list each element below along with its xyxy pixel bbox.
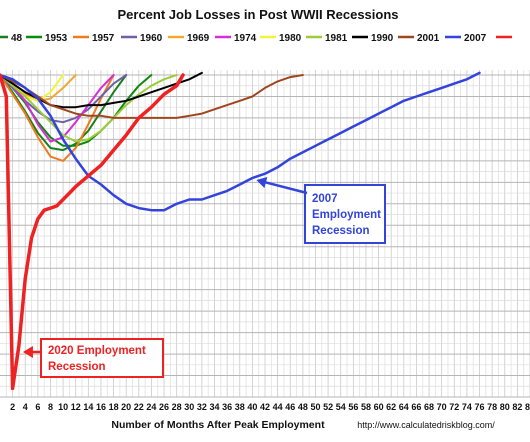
annotation-text-2007: Recession [312, 225, 370, 237]
legend-item: 1953 [26, 33, 68, 44]
legend-label: 1974 [234, 33, 257, 44]
annotation-text-2007: Employment [312, 209, 381, 221]
x-tick-label: 74 [462, 402, 472, 412]
legend-item: 1980 [260, 33, 302, 44]
x-tick-label: 64 [399, 402, 409, 412]
legend-label: 1981 [325, 33, 348, 44]
annotation-box-2007 [304, 184, 386, 244]
x-tick-label: 58 [361, 402, 371, 412]
series-line-2007 [0, 71, 481, 212]
x-tick-label: 34 [210, 402, 220, 412]
series-line-2020 [0, 73, 185, 391]
legend-label: 1980 [279, 33, 302, 44]
x-tick-label: 82 [512, 402, 522, 412]
legend-item: 48 [0, 33, 23, 44]
legend-label: 1969 [187, 33, 210, 44]
x-tick-label: 62 [386, 402, 396, 412]
x-tick-label: 42 [260, 402, 270, 412]
x-tick-label: 80 [500, 402, 510, 412]
x-tick-label: 26 [159, 402, 169, 412]
x-tick-label: 20 [121, 402, 131, 412]
legend-item: 1990 [352, 33, 394, 44]
x-tick-label: 56 [348, 402, 358, 412]
series-line-1957 [0, 74, 115, 162]
legend-label: 2001 [417, 33, 440, 44]
legend-item: 2007 [445, 33, 487, 44]
legend-label: 1960 [140, 33, 163, 44]
x-tick-label: 70 [437, 402, 447, 412]
x-tick-label: 36 [222, 402, 232, 412]
annotation-arrowhead-2020 [22, 346, 33, 358]
legend-label: 48 [11, 33, 23, 44]
annotation-arrow-2007 [264, 180, 308, 195]
x-tick-label: 60 [374, 402, 384, 412]
chart-annotations: 2007 Employment Recession 2020 Employment Re… [22, 177, 386, 378]
annotation-text-2020: Recession [48, 361, 106, 373]
legend-item: 1969 [168, 33, 210, 44]
x-tick-label: 24 [146, 402, 156, 412]
legend-item: 2001 [398, 33, 440, 44]
chart-legend: 48 1953 1957 1960 1969 1974 1980 1981 1990 2001 20… [0, 33, 512, 44]
x-tick-label: 38 [235, 402, 245, 412]
series-line-1981 [0, 74, 178, 143]
x-tick-label: 6 [35, 402, 40, 412]
x-tick-label: 32 [197, 402, 207, 412]
x-tick-label: 50 [310, 402, 320, 412]
legend-label: 1957 [92, 33, 115, 44]
series-line-1974 [0, 74, 115, 143]
x-tick-label: 48 [298, 402, 308, 412]
series-line-2001 [0, 74, 304, 119]
legend-item: 1960 [121, 33, 163, 44]
legend-label: 2007 [464, 33, 487, 44]
x-tick-label: 76 [475, 402, 485, 412]
x-tick-label: 22 [134, 402, 144, 412]
source-credit: http://www.calculatedriskblog.com/ [357, 420, 495, 430]
legend-label: 1953 [45, 33, 68, 44]
legend-item: 1974 [215, 33, 257, 44]
x-tick-label: 28 [172, 402, 182, 412]
annotation-text-2007: 2007 [312, 193, 338, 205]
x-tick-label: 40 [247, 402, 257, 412]
x-tick-label: 78 [487, 402, 497, 412]
annotation-arrowhead-2007 [256, 177, 268, 189]
x-tick-label: 30 [184, 402, 194, 412]
x-axis-label: Number of Months After Peak Employment [111, 419, 325, 431]
chart-series [0, 71, 481, 391]
legend-item: 1957 [73, 33, 115, 44]
chart-title: Percent Job Losses in Post WWII Recessio… [117, 7, 398, 22]
x-tick-label: 2 [10, 402, 15, 412]
x-tick-label: 52 [323, 402, 333, 412]
legend-label: 1990 [371, 33, 394, 44]
x-tick-label: 10 [58, 402, 68, 412]
x-tick-label: 54 [336, 402, 346, 412]
x-tick-label: 16 [96, 402, 106, 412]
x-axis-ticks: 2 4 6 8 10 12 14 16 18 20 22 24 26 28 30 32 34 36 38 40 42 44… [10, 402, 530, 412]
x-tick-label: 72 [449, 402, 459, 412]
x-tick-label: 44 [273, 402, 283, 412]
x-tick-label: 18 [109, 402, 119, 412]
x-tick-label: 84 [525, 402, 530, 412]
x-tick-label: 8 [48, 402, 53, 412]
x-tick-label: 68 [424, 402, 434, 412]
legend-item: 1981 [306, 33, 348, 44]
x-tick-label: 4 [23, 402, 28, 412]
x-tick-label: 46 [285, 402, 295, 412]
x-tick-label: 12 [71, 402, 81, 412]
x-tick-label: 14 [83, 402, 93, 412]
annotation-box-2020 [40, 338, 164, 378]
x-tick-label: 66 [411, 402, 421, 412]
annotation-text-2020: 2020 Employment [48, 345, 146, 357]
